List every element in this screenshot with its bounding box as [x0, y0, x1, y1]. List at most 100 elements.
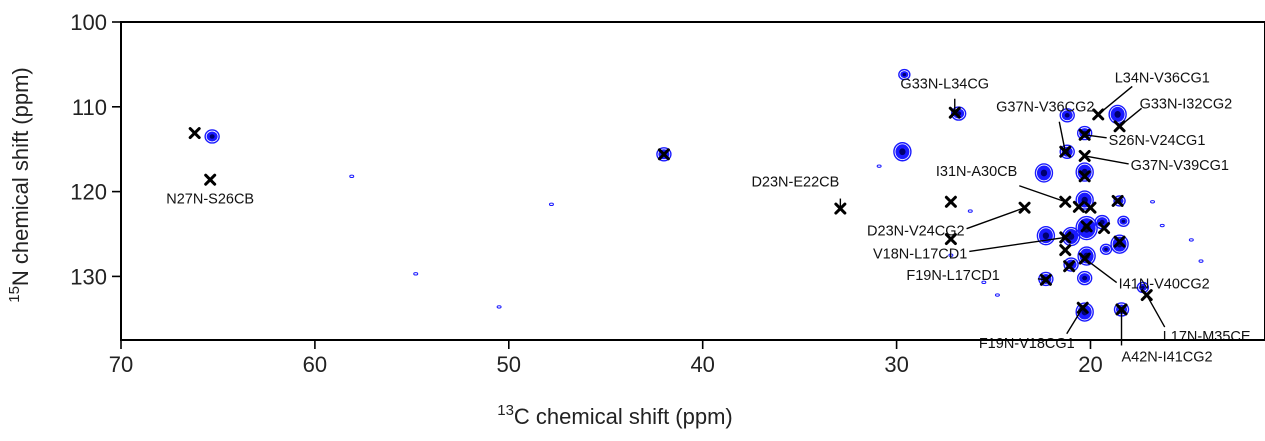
peak	[656, 147, 672, 162]
assignment-marker	[1059, 195, 1072, 208]
x-axis-title: 13C chemical shift (ppm)	[497, 402, 733, 429]
leader-line	[1058, 121, 1066, 152]
assignment-marker	[1063, 260, 1076, 273]
assignment-label: G33N-I32CG2	[1140, 96, 1233, 112]
peak	[204, 129, 220, 144]
peak	[876, 164, 882, 168]
assignment-label: D23N-V24CG2	[867, 224, 965, 240]
peak	[898, 68, 911, 81]
assignment-marker	[1115, 303, 1128, 316]
assignment-marker	[1092, 108, 1105, 121]
peak	[1110, 234, 1129, 254]
assignment-label: S26N-V24CG1	[1109, 133, 1206, 149]
peak	[1077, 246, 1096, 266]
peak-core	[209, 134, 215, 139]
y-axis-title: 15N chemical shift (ppm)	[6, 67, 33, 303]
peak-core	[899, 148, 906, 156]
peak	[1059, 108, 1075, 123]
assignment-marker	[1018, 201, 1031, 214]
peak	[1076, 270, 1093, 286]
assignment-marker	[1098, 222, 1111, 235]
assignment-marker	[1076, 301, 1089, 314]
peak-core	[1064, 113, 1070, 118]
plot-frame	[120, 21, 1265, 341]
assignment-label: I41N-V40CG2	[1119, 277, 1210, 293]
assignment-marker	[1113, 235, 1126, 248]
peak	[1075, 302, 1094, 322]
peak-core	[1141, 285, 1145, 289]
peak	[981, 280, 987, 285]
peak	[1034, 163, 1054, 183]
peak	[1076, 125, 1093, 141]
peak	[548, 202, 554, 207]
peak-core	[1114, 111, 1121, 118]
assignment-marker	[1039, 273, 1052, 286]
assignment-label: G37N-V39CG1	[1131, 158, 1229, 174]
peak-core	[1042, 232, 1050, 240]
peak	[1159, 223, 1165, 228]
assignment-marker	[188, 127, 201, 140]
leader-line	[1084, 134, 1107, 139]
assignment-marker	[657, 148, 670, 161]
peak-core	[1082, 275, 1088, 281]
peak	[1075, 162, 1094, 182]
peak	[994, 293, 1000, 297]
assignment-marker	[1078, 252, 1091, 265]
assignment-marker	[1072, 200, 1085, 213]
x-tick-label: 40	[690, 352, 714, 377]
peak	[1063, 257, 1079, 272]
assignment-label: F19N-L17CD1	[906, 268, 1000, 284]
peak	[967, 209, 973, 213]
peak-core	[1121, 219, 1126, 223]
assignment-marker	[944, 233, 957, 246]
assignment-marker	[1078, 170, 1091, 183]
x-tick-label: 70	[109, 352, 133, 377]
assignment-marker	[1059, 231, 1072, 244]
x-tick-label: 20	[1078, 352, 1102, 377]
assignment-marker	[1113, 120, 1126, 133]
peak-core	[1040, 169, 1048, 177]
x-axis-ticks: 70 60 50 40 30 20	[109, 340, 1103, 377]
y-tick-label: 110	[72, 95, 107, 120]
assignment-marker	[1059, 244, 1072, 257]
peak	[893, 142, 912, 162]
assignment-label: G37N-V36CG2	[996, 100, 1094, 116]
assignment-marker	[1111, 194, 1124, 207]
assignment-labels: N27N-S26CB D23N-E22CB G33N-L34CG G37N-V36CG…	[166, 70, 1251, 365]
assignment-label: L34N-V36CG1	[1115, 70, 1210, 86]
peak	[349, 174, 355, 179]
assignment-label: I31N-A30CB	[936, 164, 1017, 180]
assignment-marker	[1059, 145, 1072, 158]
leader-line	[1084, 155, 1129, 165]
assignment-label: N27N-S26CB	[166, 192, 254, 208]
y-tick-label: 120	[70, 180, 107, 205]
peak	[496, 305, 502, 309]
peak	[1113, 195, 1126, 207]
assignment-marker	[204, 173, 217, 186]
peak-core	[902, 73, 907, 77]
leader-lines	[839, 85, 1166, 346]
assignment-marker	[1140, 289, 1153, 302]
assignment-marker	[948, 106, 961, 119]
assignment-marker	[834, 202, 847, 215]
leader-line	[969, 236, 1066, 253]
peak	[1188, 238, 1194, 242]
peak	[413, 272, 419, 276]
assignment-marker	[1078, 149, 1091, 162]
peak	[1075, 190, 1094, 210]
peak	[1198, 259, 1204, 263]
y-tick-label: 130	[70, 264, 107, 289]
assignment-marker	[1084, 201, 1097, 214]
assignment-label: V18N-L17CD1	[873, 246, 967, 262]
leader-line	[1146, 294, 1166, 328]
x-tick-label: 60	[303, 352, 327, 377]
peak	[1059, 144, 1075, 159]
peak-core	[1104, 247, 1108, 251]
assignment-label: L17N-M35CE	[1163, 329, 1251, 345]
peak	[1117, 215, 1130, 227]
peak	[948, 253, 954, 257]
assignment-label: D23N-E22CB	[751, 175, 839, 191]
peak	[1150, 200, 1156, 204]
assignment-marker	[1080, 220, 1093, 233]
